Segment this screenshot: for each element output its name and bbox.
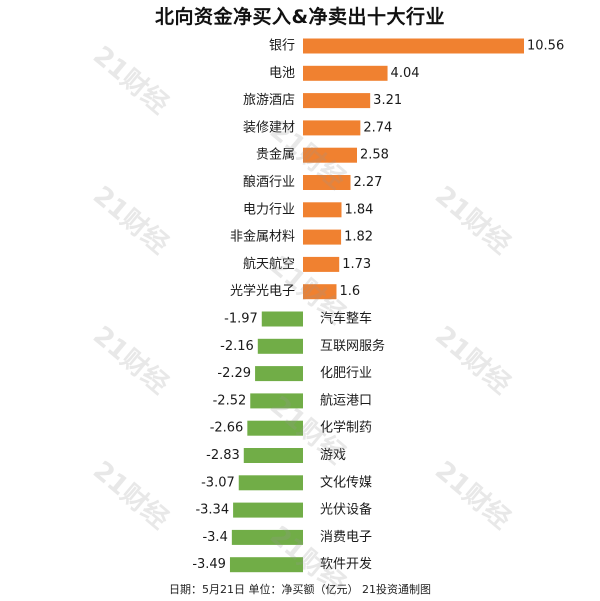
value-label: 1.84 [345,202,374,217]
bar-positive [303,256,340,272]
value-label: 2.58 [360,148,389,163]
bar-negative [261,311,303,327]
category-label: 旅游酒店 [243,93,295,108]
bar-positive [303,284,337,300]
value-label: 1.82 [344,230,373,245]
bar-negative [257,338,303,354]
bar-negative [250,393,303,409]
chart-footer: 日期：5月21日 单位：净买额（亿元） 21投资通制图 [169,583,431,596]
value-label: 10.56 [527,39,564,54]
category-label: 游戏 [320,448,346,463]
category-label: 航天航空 [243,256,295,272]
bar-positive [303,175,351,190]
category-label: 贵金属 [256,147,295,163]
bar-positive [303,65,388,81]
bar-positive [303,120,361,136]
category-label: 电池 [269,66,295,81]
category-label: 装修建材 [243,120,295,135]
category-label: 化学制药 [320,420,372,436]
value-label: 1.73 [342,257,371,272]
value-label: 2.27 [354,175,383,190]
bar-positive [303,93,371,109]
value-label: -1.97 [224,312,258,327]
value-label: 2.74 [363,120,392,135]
bar-positive [303,229,342,245]
category-label: 文化传媒 [320,475,372,490]
bar-negative [229,557,303,573]
value-label: 1.6 [339,284,360,299]
bar-positive [303,38,524,54]
bar-negative [247,420,303,436]
category-label: 银行 [269,39,295,54]
value-label: -2.66 [210,421,244,436]
value-label: -2.29 [217,366,251,381]
value-label: 3.21 [373,93,402,108]
value-label: -3.4 [202,530,227,545]
category-label: 消费电子 [320,530,372,545]
value-label: -2.83 [206,448,240,463]
bar-positive [303,147,357,163]
category-label: 电力行业 [243,202,295,217]
bar-negative [233,502,303,518]
value-label: -3.07 [201,475,235,490]
bar-negative [243,448,303,463]
bar-positive [303,202,342,218]
value-label: 4.04 [391,66,420,81]
bar-chart: 银行 10.56 电池 4.04 旅游酒店 3.21 装修建材 2.74 贵金属 2.58 酿酒行业… [192,38,564,573]
bar-negative [231,529,303,545]
category-label: 酿酒行业 [243,174,295,190]
category-label: 化肥行业 [320,366,372,381]
bar-negative [255,366,303,382]
bar-negative [238,475,303,491]
category-label: 光学光电子 [230,283,295,299]
category-label: 非金属材料 [230,229,295,245]
value-label: -3.34 [195,503,229,518]
value-label: -2.52 [213,393,247,408]
value-label: -2.16 [220,339,254,354]
chart-title: 北向资金净买入&净卖出十大行业 [154,6,446,28]
category-label: 航运港口 [320,392,372,408]
category-label: 汽车整车 [320,311,372,327]
category-label: 光伏设备 [320,502,372,518]
value-label: -3.49 [192,557,226,572]
category-label: 互联网服务 [320,338,385,354]
category-label: 软件开发 [320,556,372,572]
